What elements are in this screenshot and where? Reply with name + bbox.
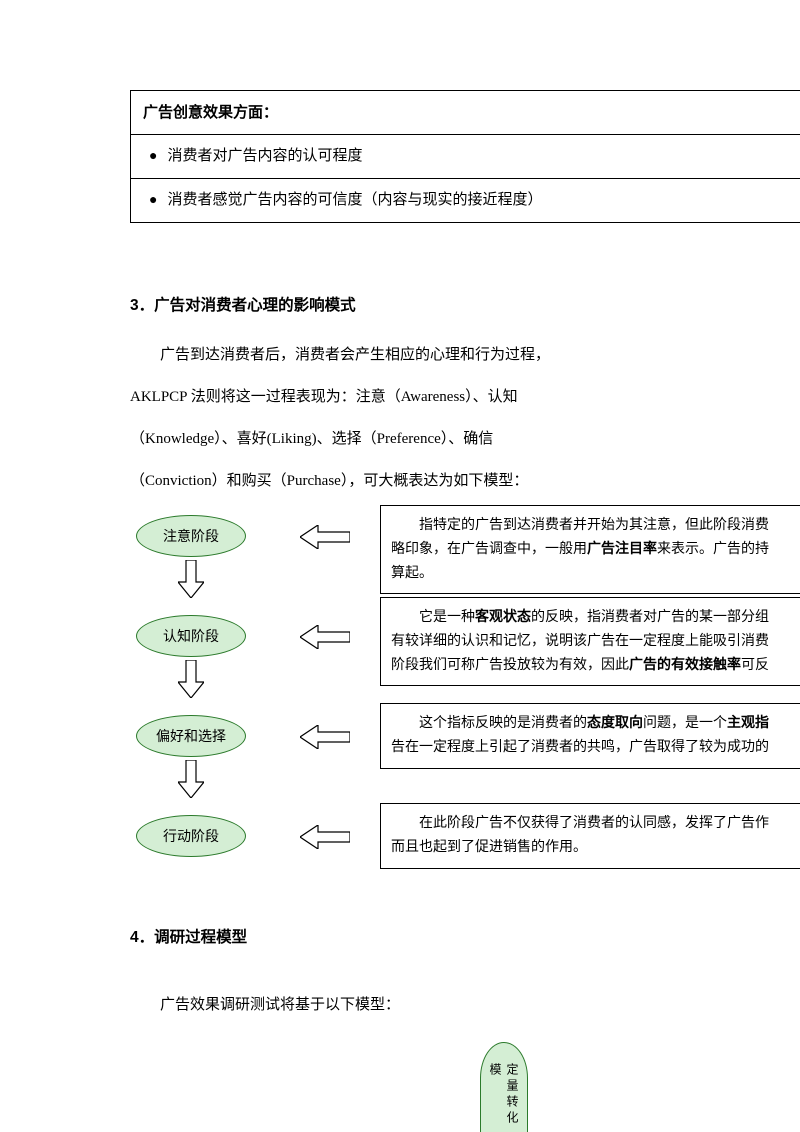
desc-box-knowledge: 它是一种客观状态的反映，指消费者对广告的某一部分组 有较详细的认识和记忆，说明该… bbox=[380, 597, 800, 686]
desc-box-preference: 这个指标反映的是消费者的态度取向问题，是一个主观指 告在一定程度上引起了消费者的… bbox=[380, 703, 800, 769]
section-3-para: （Knowledge）、喜好(Liking)、选择（Preference）、确信 bbox=[130, 421, 800, 457]
bullet-icon: ● bbox=[149, 188, 157, 213]
desc-text: 有较详细的认识和记忆，说明该广告在一定程度上能吸引消费 bbox=[391, 634, 769, 649]
section-3-title: 3．广告对消费者心理的影响模式 bbox=[130, 293, 800, 315]
section-4-para: 广告效果调研测试将基于以下模型： bbox=[130, 987, 800, 1023]
desc-text: 的反映，指消费者对广告的某一部分组 bbox=[531, 610, 769, 625]
box-header: 广告创意效果方面： bbox=[131, 91, 800, 135]
desc-box-action: 在此阶段广告不仅获得了消费者的认同感，发挥了广告作 而且也起到了促进销售的作用。 bbox=[380, 803, 800, 869]
bullet-icon: ● bbox=[149, 144, 157, 169]
desc-text: 告在一定程度上引起了消费者的共鸣，广告取得了较为成功的 bbox=[391, 740, 769, 755]
arrow-left-icon bbox=[300, 525, 350, 549]
stage-node-knowledge: 认知阶段 bbox=[136, 615, 246, 657]
arrow-down-icon bbox=[178, 760, 204, 798]
desc-bold: 主观指 bbox=[727, 716, 769, 731]
desc-text: 它是一种 bbox=[419, 610, 475, 625]
desc-bold: 广告的有效接触率 bbox=[629, 658, 741, 673]
creative-effect-box: 广告创意效果方面： ● 消费者对广告内容的认可程度 ● 消费者感觉广告内容的可信度（… bbox=[130, 90, 800, 223]
desc-text: 可反 bbox=[741, 658, 769, 673]
arrow-left-icon bbox=[300, 825, 350, 849]
desc-text: 这个指标反映的是消费者的 bbox=[419, 716, 587, 731]
flow-diagram: 注意阶段 认知阶段 偏好和选择 行动阶段 指特定的广告到达消费者并开始为其注意，… bbox=[130, 505, 800, 915]
stage-label: 行动阶段 bbox=[163, 826, 219, 846]
bottom-oval-text: 定量转化模 bbox=[487, 1063, 521, 1132]
desc-text: 而且也起到了促进销售的作用。 bbox=[391, 840, 587, 855]
arrow-down-icon bbox=[178, 660, 204, 698]
section-3-para: AKLPCP 法则将这一过程表现为：注意（Awareness）、认知 bbox=[130, 379, 800, 415]
box-item-text: 消费者感觉广告内容的可信度（内容与现实的接近程度） bbox=[167, 187, 542, 214]
stage-node-action: 行动阶段 bbox=[136, 815, 246, 857]
box-item-2: ● 消费者感觉广告内容的可信度（内容与现实的接近程度） bbox=[131, 179, 800, 223]
box-item-text: 消费者对广告内容的认可程度 bbox=[167, 143, 362, 170]
section-4-title: 4．调研过程模型 bbox=[130, 925, 800, 947]
box-item-1: ● 消费者对广告内容的认可程度 bbox=[131, 135, 800, 179]
desc-text: 算起。 bbox=[391, 566, 433, 581]
section-3-para: 广告到达消费者后，消费者会产生相应的心理和行为过程， bbox=[130, 337, 800, 373]
desc-box-attention: 指特定的广告到达消费者并开始为其注意，但此阶段消费 略印象，在广告调查中，一般用… bbox=[380, 505, 800, 594]
desc-text: 阶段我们可称广告投放较为有效，因此 bbox=[391, 658, 629, 673]
desc-text: 在此阶段广告不仅获得了消费者的认同感，发挥了广告作 bbox=[419, 816, 769, 831]
stage-label: 注意阶段 bbox=[163, 526, 219, 546]
arrow-left-icon bbox=[300, 725, 350, 749]
stage-node-preference: 偏好和选择 bbox=[136, 715, 246, 757]
bottom-oval-node: 定量转化模 bbox=[480, 1042, 528, 1132]
section-3-para: （Conviction）和购买（Purchase），可大概表达为如下模型： bbox=[130, 463, 800, 499]
stage-label: 认知阶段 bbox=[163, 626, 219, 646]
desc-bold: 广告注目率 bbox=[587, 542, 657, 557]
desc-text: 来表示。广告的持 bbox=[657, 542, 769, 557]
stage-label: 偏好和选择 bbox=[156, 726, 226, 746]
arrow-down-icon bbox=[178, 560, 204, 598]
desc-bold: 客观状态 bbox=[475, 610, 531, 625]
desc-text: 问题，是一个 bbox=[643, 716, 727, 731]
desc-text: 指特定的广告到达消费者并开始为其注意，但此阶段消费 bbox=[419, 518, 769, 533]
desc-bold: 态度取向 bbox=[587, 716, 643, 731]
desc-text: 略印象，在广告调查中，一般用 bbox=[391, 542, 587, 557]
stage-node-attention: 注意阶段 bbox=[136, 515, 246, 557]
arrow-left-icon bbox=[300, 625, 350, 649]
